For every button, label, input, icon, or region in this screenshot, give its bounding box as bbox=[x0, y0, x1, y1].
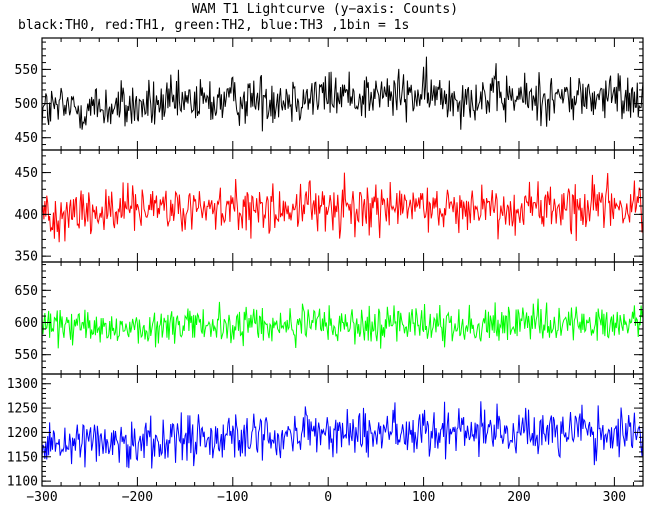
y-tick-label: 650 bbox=[15, 284, 38, 299]
y-tick-label: 1150 bbox=[7, 450, 38, 465]
x-tick-label: 100 bbox=[412, 490, 435, 505]
y-tick-label: 600 bbox=[15, 316, 38, 331]
y-tick-label: 500 bbox=[15, 97, 38, 112]
y-tick-label: 350 bbox=[15, 250, 38, 265]
series-line-th2 bbox=[42, 298, 643, 349]
x-tick-label: −100 bbox=[217, 490, 248, 505]
y-tick-label: 1100 bbox=[7, 475, 38, 490]
y-tick-label: 400 bbox=[15, 208, 38, 223]
y-tick-label: 450 bbox=[15, 166, 38, 181]
series-line-th3 bbox=[42, 401, 643, 469]
chart-subtitle: black:TH0, red:TH1, green:TH2, blue:TH3 … bbox=[18, 18, 410, 33]
series-line-th0 bbox=[42, 56, 643, 132]
y-tick-label: 1250 bbox=[7, 402, 38, 417]
panel-frame-th3 bbox=[41, 373, 644, 487]
x-tick-label: −300 bbox=[26, 490, 57, 505]
y-tick-label: 550 bbox=[15, 348, 38, 363]
x-tick-label: 300 bbox=[603, 490, 626, 505]
x-tick-label: 200 bbox=[507, 490, 530, 505]
y-tick-label: 1200 bbox=[7, 426, 38, 441]
y-tick-label: 450 bbox=[15, 131, 38, 146]
series-line-th1 bbox=[42, 172, 643, 243]
x-tick-label: 0 bbox=[324, 490, 332, 505]
chart-title: WAM T1 Lightcurve (y−axis: Counts) bbox=[191, 2, 459, 17]
x-tick-label: −200 bbox=[122, 490, 153, 505]
y-tick-label: 1300 bbox=[7, 377, 38, 392]
y-tick-label: 550 bbox=[15, 63, 38, 78]
